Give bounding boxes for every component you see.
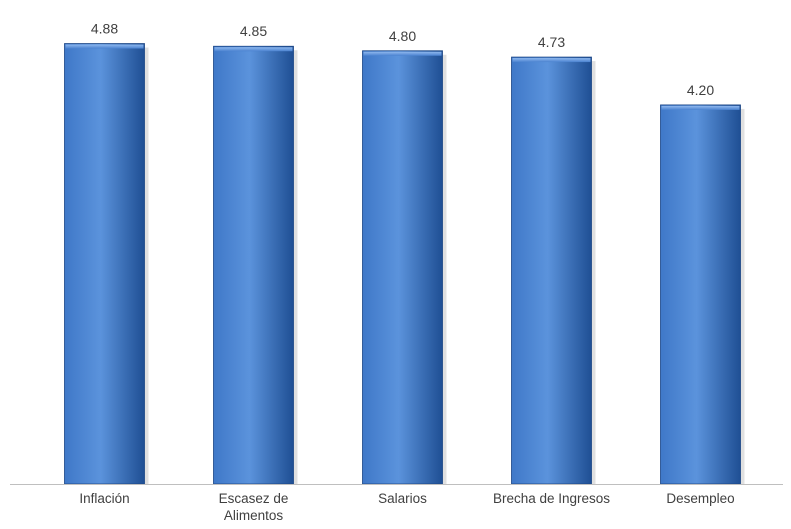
bar	[511, 56, 592, 485]
x-tick-label-line: Alimentos	[224, 508, 284, 523]
bars-layer	[64, 43, 745, 485]
x-tick-label-line: Salarios	[378, 491, 427, 506]
x-tick-label: Salarios	[378, 491, 427, 506]
bar-bevel	[661, 105, 740, 110]
bar-bevel	[363, 51, 442, 56]
data-label: 4.80	[389, 28, 416, 44]
labels-layer: 4.88 Inflación 4.85 Escasez de Alimentos 4.80…	[79, 21, 734, 523]
x-tick-label-line: Inflación	[79, 491, 129, 506]
bar	[213, 45, 294, 485]
data-label: 4.73	[538, 34, 565, 50]
data-label: 4.20	[687, 82, 714, 98]
x-tick-label: Inflación	[79, 491, 129, 506]
x-tick-label: Escasez de Alimentos	[219, 491, 289, 523]
data-label: 4.85	[240, 23, 267, 39]
x-tick-label-line: Desempleo	[666, 491, 734, 506]
data-label: 4.88	[91, 21, 118, 37]
bar-bevel	[65, 44, 144, 49]
x-tick-label: Desempleo	[666, 491, 734, 506]
bar	[660, 104, 741, 485]
x-tick-label: Brecha de Ingresos	[493, 491, 610, 506]
x-tick-label-line: Escasez de	[219, 491, 289, 506]
bar	[64, 43, 145, 485]
bar-bevel	[512, 58, 591, 63]
x-tick-label-line: Brecha de Ingresos	[493, 491, 610, 506]
bar	[362, 50, 443, 485]
bar-bevel	[214, 47, 293, 52]
